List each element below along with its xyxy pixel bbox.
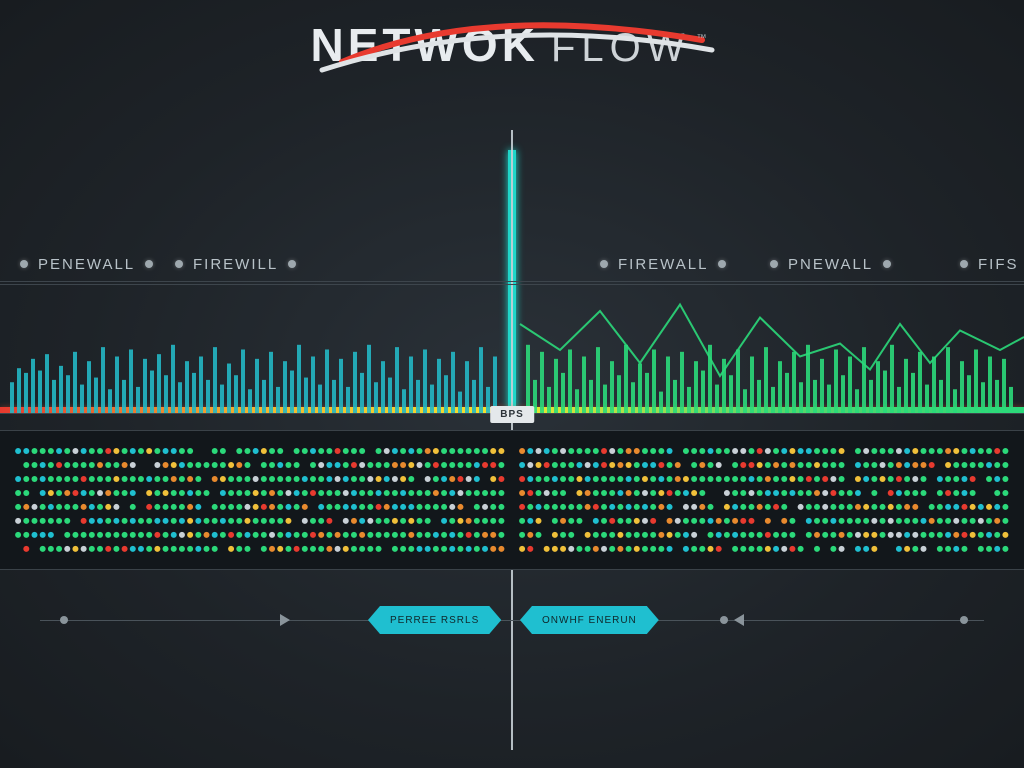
segment-label[interactable]: FIFS xyxy=(960,256,1024,273)
timeline-arrow-right-icon[interactable] xyxy=(734,614,744,626)
logo-swoosh-icon xyxy=(302,12,722,82)
segment-label-text: PENEWALL xyxy=(38,256,135,273)
timeline-dot-icon xyxy=(60,616,68,624)
segment-dot-icon xyxy=(770,260,778,268)
segment-label[interactable]: FIREWILL xyxy=(175,256,296,273)
timeline-badge[interactable]: PERREE RSRLS xyxy=(368,606,501,634)
segment-label-text: PNEWALL xyxy=(788,256,873,273)
segment-dot-icon xyxy=(145,260,153,268)
traffic-chart-svg xyxy=(0,285,1024,414)
segment-dot-icon xyxy=(600,260,608,268)
segment-label-text: FIREWILL xyxy=(193,256,278,273)
timeline-badge[interactable]: ONWHF ENERUN xyxy=(520,606,659,634)
segment-dot-icon xyxy=(288,260,296,268)
segment-label[interactable]: PENEWALL xyxy=(20,256,153,273)
segment-dot-icon xyxy=(960,260,968,268)
segment-dot-icon xyxy=(718,260,726,268)
logo-trademark: ™ xyxy=(696,33,707,44)
timeline-dot-icon xyxy=(720,616,728,624)
dot-matrix-right xyxy=(518,441,1010,563)
segment-label-text: FIREWALL xyxy=(618,256,708,273)
segment-label-row: PENEWALL FIREWILL FIREWALL PNEWALL FIFS xyxy=(0,254,1024,274)
timeline-row: PERREE RSRLS ONWHF ENERUN xyxy=(0,600,1024,640)
timeline-dot-icon xyxy=(960,616,968,624)
segment-label-text: FIFS xyxy=(978,256,1019,273)
segment-dot-icon xyxy=(20,260,28,268)
dot-matrix-panel xyxy=(0,430,1024,570)
segment-divider-line xyxy=(0,281,1024,282)
dot-matrix-left xyxy=(14,441,506,563)
bps-badge[interactable]: BPS xyxy=(490,406,534,423)
segment-label[interactable]: PNEWALL xyxy=(770,256,891,273)
segment-dot-icon xyxy=(175,260,183,268)
segment-label[interactable]: FIREWALL xyxy=(600,256,726,273)
timeline-arrow-left-icon[interactable] xyxy=(280,614,290,626)
traffic-chart xyxy=(0,284,1024,414)
timeline-line xyxy=(40,620,984,621)
segment-dot-icon xyxy=(883,260,891,268)
app-logo: NETWOK FLOW ™ xyxy=(0,18,1024,72)
